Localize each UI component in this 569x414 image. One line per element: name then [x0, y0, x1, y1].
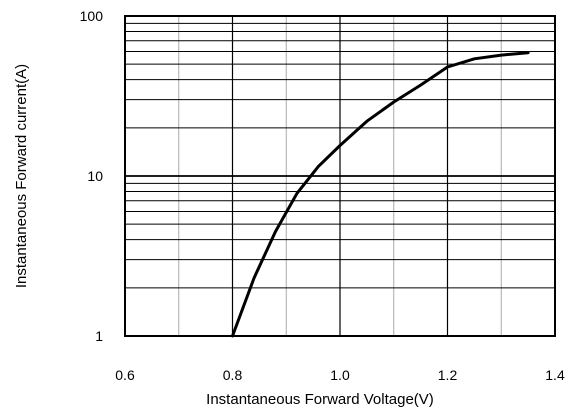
- x-tick-label: 1.0: [330, 367, 350, 383]
- y-tick-labels: 1 10 100: [80, 8, 104, 344]
- x-axis-title: Instantaneous Forward Voltage(V): [206, 391, 434, 408]
- y-tick-label: 1: [95, 328, 103, 344]
- forward-current-curve: [231, 51, 530, 338]
- x-tick-label: 1.4: [545, 367, 565, 383]
- y-axis-title: Instantaneous Forward current(A): [13, 64, 30, 288]
- x-tick-label: 0.6: [115, 367, 135, 383]
- grid: [124, 15, 556, 337]
- x-tick-label: 1.2: [438, 367, 458, 383]
- y-tick-label: 100: [80, 8, 104, 24]
- y-tick-label: 10: [87, 168, 103, 184]
- x-tick-labels: 0.6 0.8 1.0 1.2 1.4: [115, 367, 565, 383]
- x-tick-label: 0.8: [223, 367, 243, 383]
- plot-frame: [124, 15, 556, 337]
